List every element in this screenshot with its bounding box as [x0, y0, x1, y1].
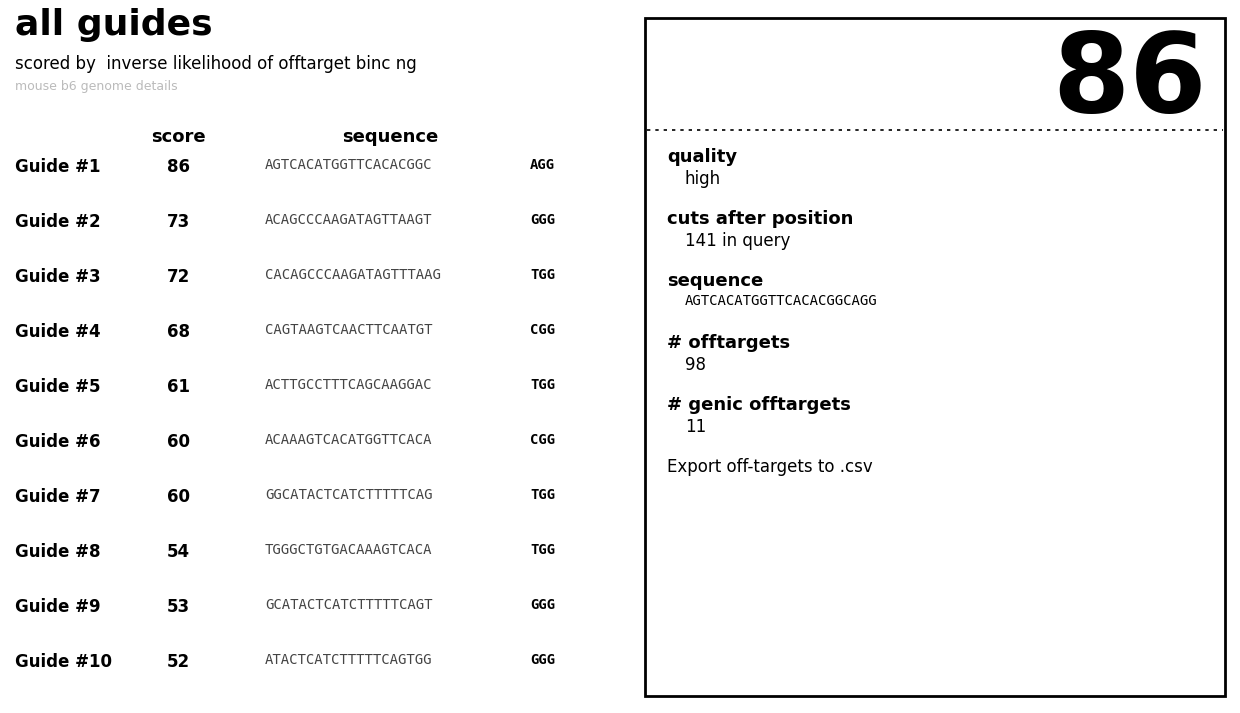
Text: Guide #4: Guide #4 [15, 323, 100, 341]
Text: ATACTCATCTTTTTCAGTGG: ATACTCATCTTTTTCAGTGG [265, 653, 433, 667]
Text: 61: 61 [166, 378, 190, 396]
Text: TGG: TGG [529, 378, 556, 392]
Text: 52: 52 [166, 653, 190, 671]
Text: ACAGCCCAAGATAGTTAAGT: ACAGCCCAAGATAGTTAAGT [265, 213, 433, 227]
Text: TGGGCTGTGACAAAGTCACA: TGGGCTGTGACAAAGTCACA [265, 543, 433, 557]
Text: 53: 53 [166, 598, 190, 616]
Text: ACTTGCCTTTCAGCAAGGAC: ACTTGCCTTTCAGCAAGGAC [265, 378, 433, 392]
Text: AGTCACATGGTTCACACGGCAGG: AGTCACATGGTTCACACGGCAGG [684, 294, 878, 308]
Text: CAGTAAGTCAACTTCAATGT: CAGTAAGTCAACTTCAATGT [265, 323, 433, 337]
Text: 68: 68 [166, 323, 190, 341]
Text: AGG: AGG [529, 158, 556, 172]
Text: 54: 54 [166, 543, 190, 561]
Text: 98: 98 [684, 356, 706, 374]
Text: 60: 60 [166, 488, 190, 506]
Text: TGG: TGG [529, 268, 556, 282]
Text: 86: 86 [1053, 28, 1207, 135]
Text: 141 in query: 141 in query [684, 232, 790, 250]
Text: Guide #5: Guide #5 [15, 378, 100, 396]
Text: sequence: sequence [667, 272, 764, 290]
Text: # offtargets: # offtargets [667, 334, 790, 352]
Text: Guide #6: Guide #6 [15, 433, 100, 451]
FancyBboxPatch shape [645, 18, 1225, 696]
Text: Guide #9: Guide #9 [15, 598, 100, 616]
Text: 60: 60 [166, 433, 190, 451]
Text: Guide #2: Guide #2 [15, 213, 100, 231]
Text: scored by  inverse likelihood of offtarget binc ng: scored by inverse likelihood of offtarge… [15, 55, 417, 73]
Text: Export off-targets to .csv: Export off-targets to .csv [667, 458, 873, 476]
Text: Guide #1: Guide #1 [15, 158, 100, 176]
Text: AGTCACATGGTTCACACGGC: AGTCACATGGTTCACACGGC [265, 158, 433, 172]
Text: GGG: GGG [529, 213, 556, 227]
Text: # genic offtargets: # genic offtargets [667, 396, 851, 414]
Text: 73: 73 [166, 213, 190, 231]
Text: GGCATACTCATCTTTTTCAG: GGCATACTCATCTTTTTCAG [265, 488, 433, 502]
Text: sequence: sequence [342, 128, 438, 146]
Text: CGG: CGG [529, 433, 556, 447]
Text: CACAGCCCAAGATAGTTTAAG: CACAGCCCAAGATAGTTTAAG [265, 268, 441, 282]
Text: all guides: all guides [15, 8, 212, 42]
Text: TGG: TGG [529, 488, 556, 502]
Text: mouse b6 genome details: mouse b6 genome details [15, 80, 177, 93]
Text: 11: 11 [684, 418, 707, 436]
Text: score: score [151, 128, 206, 146]
Text: quality: quality [667, 148, 737, 166]
Text: GGG: GGG [529, 653, 556, 667]
Text: Guide #10: Guide #10 [15, 653, 112, 671]
Text: GGG: GGG [529, 598, 556, 612]
Text: ACAAAGTCACATGGTTCACA: ACAAAGTCACATGGTTCACA [265, 433, 433, 447]
Text: Guide #8: Guide #8 [15, 543, 100, 561]
Text: Guide #3: Guide #3 [15, 268, 100, 286]
Text: GCATACTCATCTTTTTCAGT: GCATACTCATCTTTTTCAGT [265, 598, 433, 612]
Text: high: high [684, 170, 722, 188]
Text: Guide #7: Guide #7 [15, 488, 100, 506]
Text: 86: 86 [166, 158, 190, 176]
Text: cuts after position: cuts after position [667, 210, 853, 228]
Text: TGG: TGG [529, 543, 556, 557]
Text: 72: 72 [166, 268, 190, 286]
Text: CGG: CGG [529, 323, 556, 337]
